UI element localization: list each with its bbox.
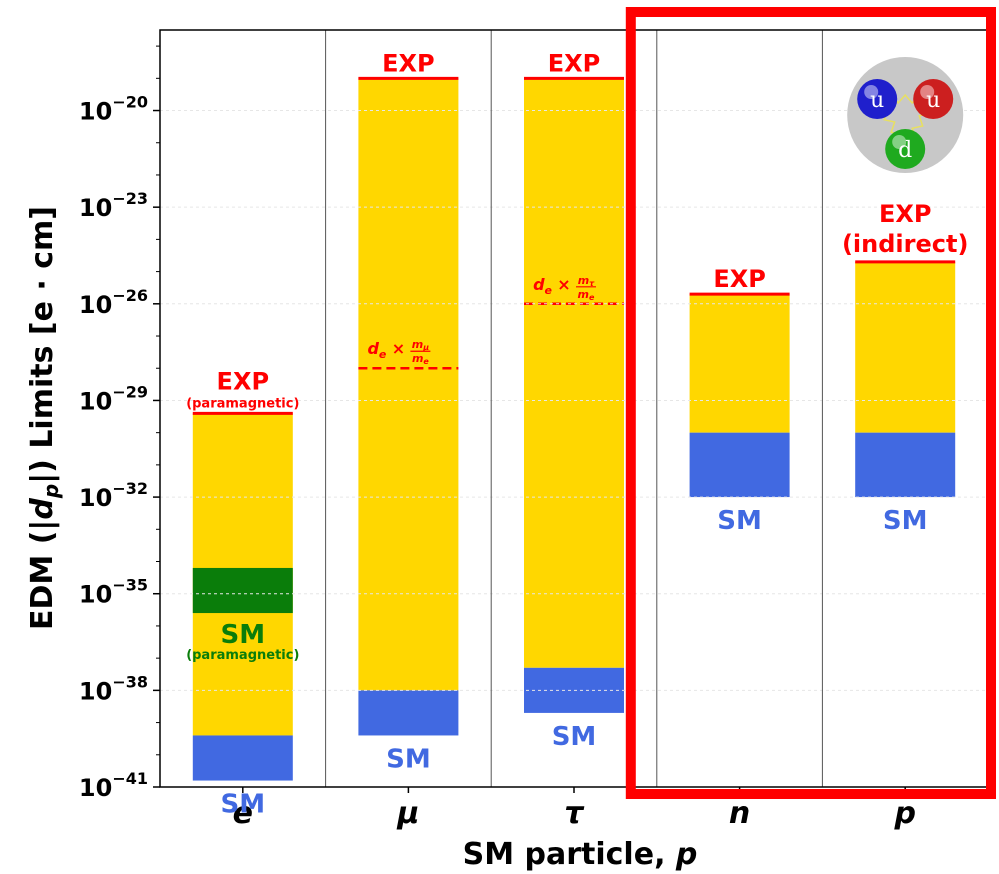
y-axis-label-rest: |) Limits [e · cm] (25, 206, 60, 484)
x-axis-label: SM particle, p (463, 837, 698, 872)
bar-4-sm-band (855, 432, 956, 498)
y-tick-label: 10−23 (79, 189, 148, 222)
y-tick-exponent: −35 (112, 576, 148, 595)
label-de-sub: e (545, 284, 553, 297)
bar-0-sm-label: SM (220, 790, 265, 820)
bars-layer (192, 76, 956, 781)
quark-2 (885, 129, 926, 169)
label-den-sub: e (423, 357, 429, 366)
x-tick-label-3: n (729, 796, 750, 831)
x-tick-label-0: e (233, 796, 253, 831)
label-de-sub: e (379, 348, 387, 361)
y-tick-exponent: −29 (112, 382, 148, 401)
y-tick-label: 10−20 (79, 93, 148, 126)
y-tick-label: 10−29 (79, 382, 148, 415)
y-tick-exponent: −38 (112, 672, 148, 691)
x-tick-label-1: μ (396, 796, 419, 831)
y-tick-label: 10−32 (79, 479, 148, 512)
quark-highlight (892, 135, 907, 149)
title-layer: SM particle, p EDM (|dp|) Limits [e · cm… (25, 206, 697, 872)
bar-2-sm-label: SM (552, 722, 597, 752)
highlight-layer (625, 7, 996, 799)
x-tick-label-2: τ (564, 796, 585, 831)
bar-0-sm-paramagnetic-band (192, 567, 293, 614)
bar-2-exp-label: EXP (548, 49, 601, 77)
bar-4-sm-label: SM (883, 506, 928, 536)
y-tick-exponent: −20 (112, 93, 148, 112)
y-tick-label: 10−38 (79, 672, 148, 705)
bar-4-exp-label: EXP (879, 200, 932, 228)
label-num-sub: τ (589, 279, 595, 288)
bar-0-sm-band (192, 735, 293, 781)
quark-label: u (870, 88, 884, 113)
bar-1-exp-region (358, 78, 459, 691)
highlight-box (625, 7, 996, 799)
y-axis-label: EDM (|dp|) Limits [e · cm] (25, 206, 63, 630)
bar-1-sm-band (358, 690, 459, 736)
bar-4-exp-region (855, 261, 956, 433)
y-tick-exponent: −41 (112, 769, 148, 788)
x-tick-label-4: p (893, 796, 915, 831)
y-tick-label: 10−41 (79, 769, 148, 802)
proton-icon: u ud (847, 57, 964, 173)
bar-4-exp-sublabel: (indirect) (842, 230, 968, 258)
quark-0 (857, 79, 898, 119)
x-axis-label-var: p (675, 837, 697, 872)
y-axis-label-d: d (25, 498, 60, 520)
y-tick-label: 10−35 (79, 576, 148, 609)
bar-3-exp-label: EXP (713, 265, 766, 293)
quark-label: u (926, 88, 940, 113)
bar-3-sm-band (689, 432, 790, 498)
bar-1-sm-label: SM (386, 744, 431, 774)
bar-2-exp-region (524, 78, 624, 668)
bar-0-exp-label: EXP (217, 367, 270, 395)
quark-highlight (920, 85, 935, 99)
quark-1 (913, 79, 954, 119)
y-tick-exponent: −23 (112, 189, 148, 208)
label-times: × (392, 339, 405, 358)
bar-0-exp-sublabel: (paramagnetic) (186, 396, 299, 411)
label-times: × (557, 275, 570, 294)
label-num-sub: μ (422, 343, 429, 352)
y-tick-label: 10−26 (79, 286, 148, 319)
y-axis-label-sub: p (39, 484, 63, 499)
bar-0-para-sublabel: (paramagnetic) (186, 648, 299, 663)
bar-3-exp-region (689, 294, 790, 433)
quark-highlight (864, 85, 879, 99)
bar-3-sm-label: SM (717, 506, 762, 536)
bar-1-exp-label: EXP (382, 49, 435, 77)
bar-0-para-label: SM (220, 620, 265, 650)
y-tick-exponent: −32 (112, 479, 148, 498)
y-tick-exponent: −26 (112, 286, 148, 305)
label-den-sub: e (589, 293, 595, 302)
quark-label: d (898, 138, 912, 163)
